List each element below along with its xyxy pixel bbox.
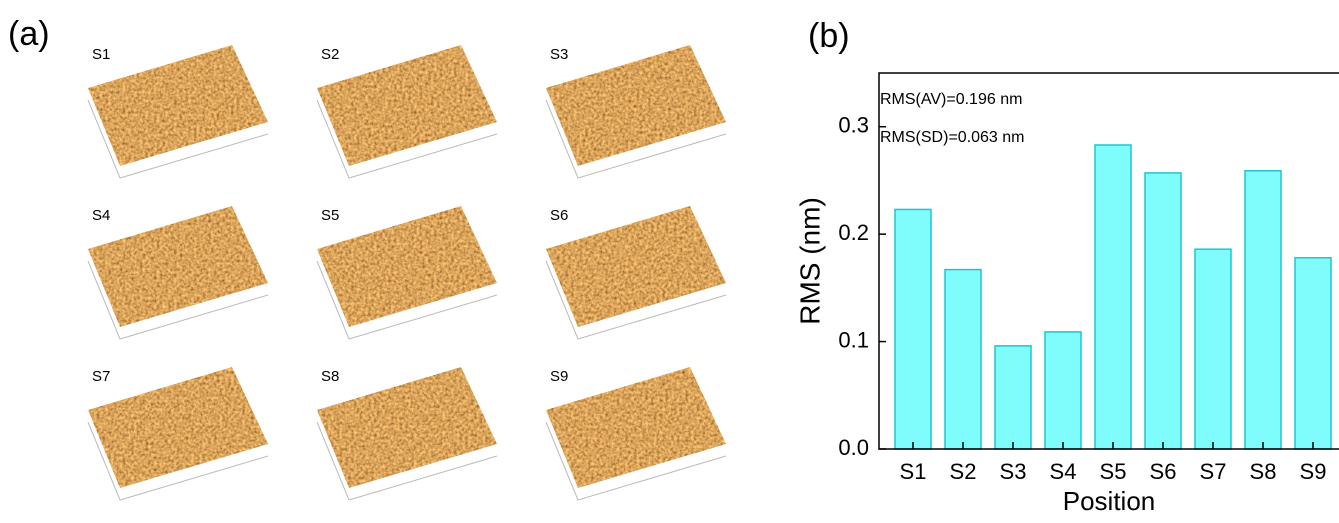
afm-surface (88, 45, 268, 166)
image-label: S9 (550, 368, 568, 385)
image-label: S5 (321, 207, 339, 224)
image-label: S3 (550, 46, 568, 63)
afm-surface (546, 367, 726, 488)
x-tick-label: S5 (1100, 459, 1127, 484)
x-tick-label: S6 (1150, 459, 1177, 484)
bar (945, 270, 981, 449)
afm-surface (317, 45, 497, 166)
page: {"panel_a": {"label": "(a)", "images": [… (0, 0, 1339, 518)
y-tick-label: 0.1 (838, 327, 869, 352)
bar (895, 209, 931, 449)
panel-label: (b) (808, 17, 850, 55)
bar (1145, 173, 1181, 449)
image-label: S2 (321, 46, 339, 63)
afm-surface (546, 206, 726, 327)
afm-surface (546, 45, 726, 166)
x-tick-label: S2 (950, 459, 977, 484)
afm-surface (88, 206, 268, 327)
y-axis-label: RMS (nm) (794, 197, 825, 325)
bar (1195, 249, 1231, 449)
annotation: RMS(SD)=0.063 nm (880, 129, 1025, 146)
afm-surface (317, 367, 497, 488)
image-label: S7 (92, 368, 110, 385)
y-tick-label: 0.3 (838, 113, 869, 138)
image-label: S1 (92, 46, 110, 63)
panel-label: (a) (8, 15, 50, 53)
x-tick-label: S9 (1300, 459, 1327, 484)
x-tick-label: S3 (1000, 459, 1027, 484)
y-tick-label: 0.2 (838, 220, 869, 245)
x-tick-label: S7 (1200, 459, 1227, 484)
afm-surface (317, 206, 497, 327)
afm-surface (88, 367, 268, 488)
image-label: S4 (92, 207, 110, 224)
annotation: RMS(AV)=0.196 nm (880, 91, 1022, 108)
bar (995, 346, 1031, 449)
x-tick-label: S8 (1250, 459, 1277, 484)
bar (1295, 258, 1331, 449)
figure: (a) (b) RMS(AV)=0.196 nm RMS(SD)=0.063 n… (0, 0, 1339, 518)
x-tick-label: S1 (900, 459, 927, 484)
image-label: S8 (321, 368, 339, 385)
bar (1095, 145, 1131, 449)
bar (1245, 171, 1281, 449)
image-label: S6 (550, 207, 568, 224)
bar (1045, 332, 1081, 449)
y-tick-label: 0.0 (838, 435, 869, 460)
x-axis-label: Position (1063, 486, 1156, 516)
x-tick-label: S4 (1050, 459, 1077, 484)
